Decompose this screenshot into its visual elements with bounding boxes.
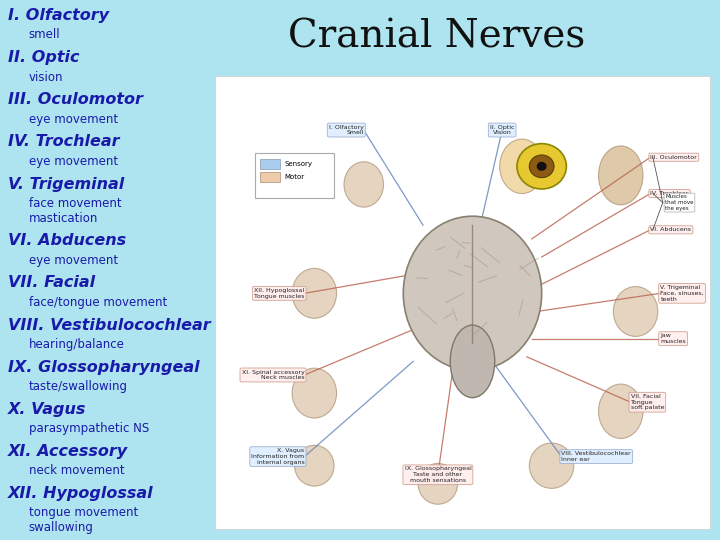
Ellipse shape	[344, 162, 384, 207]
Ellipse shape	[613, 287, 658, 336]
Text: IV. Trochlear: IV. Trochlear	[8, 134, 120, 150]
Text: Cranial Nerves: Cranial Nerves	[288, 19, 585, 56]
Text: vision: vision	[29, 71, 63, 84]
Text: hearing/balance: hearing/balance	[29, 338, 125, 351]
Text: tongue movement: tongue movement	[29, 507, 138, 519]
Text: II. Optic: II. Optic	[8, 50, 80, 65]
Text: VIII. Vestibulocochlear
Inner ear: VIII. Vestibulocochlear Inner ear	[562, 451, 631, 462]
Text: face/tongue movement: face/tongue movement	[29, 296, 167, 309]
Text: XII. Hypoglossal
Tongue muscles: XII. Hypoglossal Tongue muscles	[254, 288, 305, 299]
Text: V. Trigeminal
Face, sinuses,
teeth: V. Trigeminal Face, sinuses, teeth	[660, 285, 704, 302]
Bar	[260, 172, 280, 182]
Text: eye movement: eye movement	[29, 254, 118, 267]
Text: swallowing: swallowing	[29, 521, 94, 534]
Text: XI. Spinal accessory
Neck muscles: XI. Spinal accessory Neck muscles	[242, 369, 305, 380]
Text: VI. Abducens: VI. Abducens	[650, 227, 691, 232]
Text: X. Vagus
Information from
internal organs: X. Vagus Information from internal organ…	[251, 448, 305, 465]
Circle shape	[517, 144, 567, 189]
Text: X. Vagus: X. Vagus	[8, 402, 86, 417]
Ellipse shape	[450, 325, 495, 397]
Text: smell: smell	[29, 29, 60, 42]
Circle shape	[536, 162, 546, 171]
Text: VIII. Vestibulocochlear: VIII. Vestibulocochlear	[8, 318, 211, 333]
Text: Jaw
muscles: Jaw muscles	[660, 333, 686, 344]
Text: IX. Glossopharyngeal
Taste and other
mouth sensations: IX. Glossopharyngeal Taste and other mou…	[405, 467, 472, 483]
Text: Motor: Motor	[284, 174, 305, 180]
Text: VII. Facial
Tongue
soft palate: VII. Facial Tongue soft palate	[631, 394, 664, 410]
Text: IX. Glossopharyngeal: IX. Glossopharyngeal	[8, 360, 200, 375]
Text: I. Olfactory: I. Olfactory	[8, 8, 109, 23]
Text: face movement: face movement	[29, 197, 122, 210]
Text: III. Oculomotor: III. Oculomotor	[8, 92, 143, 107]
Text: XI. Accessory: XI. Accessory	[8, 444, 128, 459]
Ellipse shape	[500, 139, 544, 193]
Text: eye movement: eye movement	[29, 113, 118, 126]
Text: I. Olfactory
Smell: I. Olfactory Smell	[329, 125, 364, 136]
Ellipse shape	[598, 384, 643, 438]
Ellipse shape	[292, 368, 336, 418]
Circle shape	[529, 155, 554, 178]
Text: taste/swallowing: taste/swallowing	[29, 380, 127, 393]
Text: III. Oculomotor: III. Oculomotor	[650, 155, 697, 160]
Bar	[255, 153, 334, 198]
Text: Muscles
that move
the eyes: Muscles that move the eyes	[665, 194, 694, 211]
Ellipse shape	[529, 443, 574, 488]
Text: VII. Facial: VII. Facial	[8, 275, 95, 291]
Text: neck movement: neck movement	[29, 464, 125, 477]
Text: XII. Hypoglossal: XII. Hypoglossal	[8, 486, 154, 501]
Text: IV. Trochlear: IV. Trochlear	[650, 191, 689, 196]
Bar	[260, 159, 280, 168]
Text: mastication: mastication	[29, 212, 98, 225]
Ellipse shape	[418, 463, 458, 504]
Ellipse shape	[403, 216, 541, 370]
Text: V. Trigeminal: V. Trigeminal	[8, 177, 125, 192]
Ellipse shape	[292, 268, 336, 318]
Text: II. Optic
Vision: II. Optic Vision	[490, 125, 514, 136]
Text: eye movement: eye movement	[29, 155, 118, 168]
Ellipse shape	[598, 146, 643, 205]
Text: parasympathetic NS: parasympathetic NS	[29, 422, 149, 435]
Ellipse shape	[294, 446, 334, 486]
Text: VI. Abducens: VI. Abducens	[8, 233, 126, 248]
Text: Sensory: Sensory	[284, 160, 312, 167]
Bar	[215, 76, 710, 529]
